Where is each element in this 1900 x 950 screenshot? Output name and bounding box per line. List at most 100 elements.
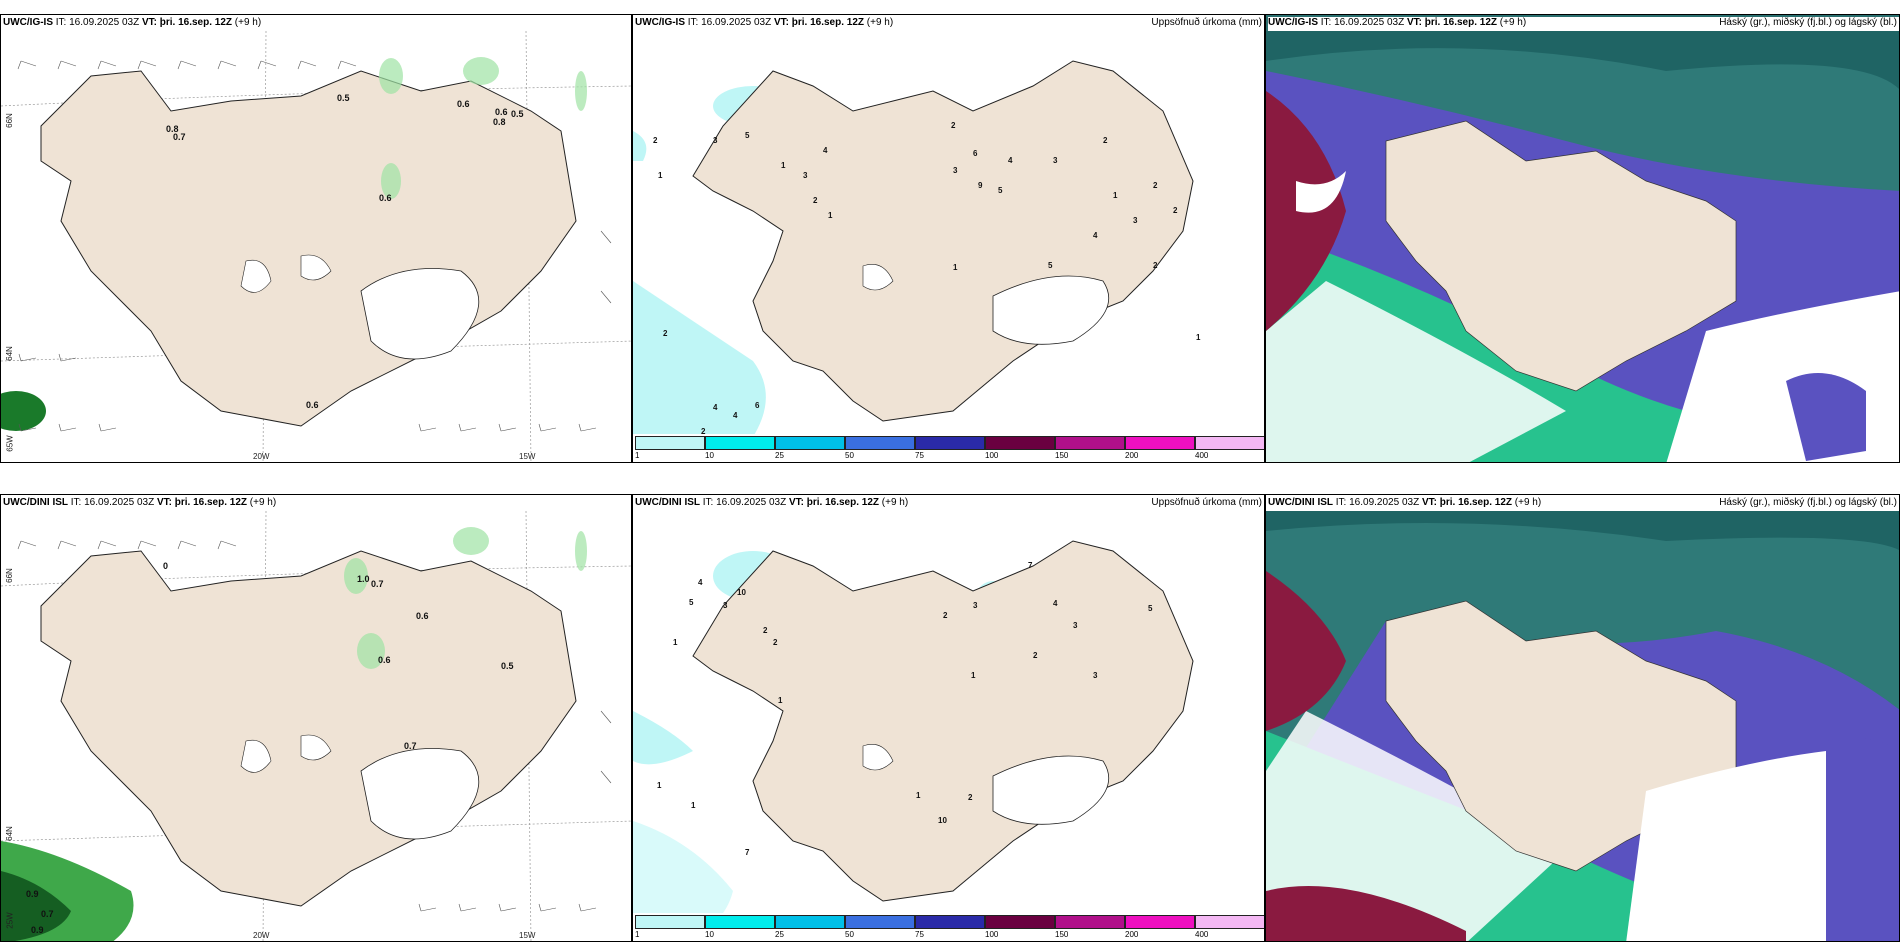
- precip-value: 4: [698, 578, 703, 587]
- precip-value: 1: [781, 161, 786, 170]
- precip-value: 10: [737, 588, 746, 597]
- wind-label: 0.6: [306, 400, 319, 410]
- precip-value: 2: [1153, 181, 1158, 190]
- precip-value: 1: [971, 671, 976, 680]
- precip-value: 2: [1033, 651, 1038, 660]
- precip-value: 2: [1153, 261, 1158, 270]
- lat-label: 66N: [4, 568, 14, 583]
- precip-value: 3: [1053, 156, 1058, 165]
- precip-value: 7: [745, 848, 750, 857]
- panel-header: UWC/DINI ISL IT: 16.09.2025 03Z VT: þri.…: [3, 497, 277, 508]
- wind-label: 0.7: [41, 909, 54, 919]
- valid-time: þri. 16.sep. 12Z: [174, 497, 248, 508]
- wind-label: 0.6: [495, 107, 508, 117]
- wind-label: 0.7: [173, 132, 186, 142]
- precip-value: 2: [813, 196, 818, 205]
- lat-label: 64N: [4, 826, 14, 841]
- precip-value: 5: [689, 598, 694, 607]
- precip-value: 1: [916, 791, 921, 800]
- colorbar-segment: [775, 436, 845, 450]
- precip-value: 3: [713, 136, 718, 145]
- colorbar-segment: [1055, 436, 1125, 450]
- precip-value: 3: [1093, 671, 1098, 680]
- panel-header: UWC/IG-IS IT: 16.09.2025 03Z VT: þri. 16…: [3, 17, 262, 28]
- precip-map[interactable]: 1 4 5 10 3 2 2 7 3 2 4 3 5 1 2 3 1 10 1 …: [633, 511, 1264, 941]
- precip-value: 6: [755, 401, 760, 410]
- colorbar-tick-label: 150: [1055, 930, 1069, 939]
- precip-value: 2: [773, 638, 778, 647]
- precip-value: 3: [953, 166, 958, 175]
- precip-value: 2: [951, 121, 956, 130]
- precip-value: 3: [973, 601, 978, 610]
- wind-map[interactable]: 0 1.0 0.7 0.6 0.6 0.5 0.7 0.9 0.7 0.9 66…: [1, 510, 631, 941]
- init-time: 16.09.2025 03Z: [84, 497, 155, 508]
- precip-value: 10: [938, 816, 947, 825]
- cloud-map[interactable]: [1266, 31, 1899, 462]
- precip-panel-bottom: UWC/DINI ISL IT: 16.09.2025 03Z VT: þri.…: [632, 494, 1265, 942]
- precip-value: 1: [1113, 191, 1118, 200]
- wind-label: 1.0: [357, 574, 370, 584]
- colorbar-tick-label: 1: [635, 451, 640, 460]
- colorbar-segment: [915, 436, 985, 450]
- colorbar-tick-label: 25: [775, 451, 784, 460]
- lead-time: (+9 h): [249, 497, 277, 508]
- precip-value: 1: [657, 781, 662, 790]
- wind-label: 0.6: [416, 611, 429, 621]
- wind-label: 0.5: [337, 93, 350, 103]
- precip-value: 1: [778, 696, 783, 705]
- precip-value: 3: [1133, 216, 1138, 225]
- colorbar-tick-label: 1: [635, 930, 640, 939]
- lon-label: 15W: [519, 931, 536, 940]
- colorbar-tick-label: 10: [705, 451, 714, 460]
- colorbar-segment: [985, 436, 1055, 450]
- precip-title: Uppsöfnuð úrkoma (mm): [1151, 17, 1262, 28]
- cloud-panel-top: UWC/IG-IS IT: 16.09.2025 03Z VT: þri. 16…: [1265, 14, 1900, 463]
- wind-label: 0.5: [511, 109, 524, 119]
- colorbar-segment: [635, 915, 705, 929]
- lat-label: 64N: [4, 346, 14, 361]
- panel-header: UWC/IG-IS IT: 16.09.2025 03Z VT: þri. 16…: [635, 17, 894, 28]
- wind-label: 0.5: [501, 661, 514, 671]
- colorbar-tick-label: 50: [845, 930, 854, 939]
- precip-value: 4: [733, 411, 738, 420]
- precip-value: 4: [713, 403, 718, 412]
- init-time: 16.09.2025 03Z: [69, 17, 140, 28]
- precip-value: 4: [1053, 599, 1058, 608]
- precip-value: 2: [943, 611, 948, 620]
- cloud-map[interactable]: [1266, 511, 1899, 941]
- wind-label: 0.8: [493, 117, 506, 127]
- colorbar-tick-label: 400: [1195, 451, 1209, 460]
- wind-label: 0.7: [371, 579, 384, 589]
- colorbar-tick-label: 75: [915, 930, 924, 939]
- colorbar-segment: [1195, 436, 1264, 450]
- precip-value: 3: [803, 171, 808, 180]
- colorbar-segment: [1125, 915, 1195, 929]
- colorbar-tick-label: 100: [985, 451, 999, 460]
- precip-value: 4: [823, 146, 828, 155]
- precip-value: 3: [723, 601, 728, 610]
- precip-colorbar: 1 10 25 50 75 100 150 200 400: [633, 434, 1264, 462]
- wind-label: 0.6: [379, 193, 392, 203]
- precip-title: Uppsöfnuð úrkoma (mm): [1151, 497, 1262, 508]
- cloud-title: Háský (gr.), miðský (fj.bl.) og lágský (…: [1719, 497, 1897, 508]
- colorbar-tick-label: 25: [775, 930, 784, 939]
- precip-panel-top: UWC/IG-IS IT: 16.09.2025 03Z VT: þri. 16…: [632, 14, 1265, 463]
- colorbar-segment: [915, 915, 985, 929]
- model-name: UWC/IG-IS: [635, 17, 685, 28]
- wind-label: 0: [163, 561, 169, 571]
- wind-label: 0.7: [404, 741, 417, 751]
- precip-value: 4: [1093, 231, 1098, 240]
- colorbar-segment: [845, 915, 915, 929]
- colorbar-segment: [705, 915, 775, 929]
- precip-value: 4: [1008, 156, 1013, 165]
- wind-panel-top: UWC/IG-IS IT: 16.09.2025 03Z VT: þri. 16…: [0, 14, 632, 463]
- colorbar-tick-label: 50: [845, 451, 854, 460]
- colorbar-segment: [635, 436, 705, 450]
- colorbar-segment: [1125, 436, 1195, 450]
- precip-value: 1: [691, 801, 696, 810]
- wind-label: 0.6: [378, 655, 391, 665]
- wind-map[interactable]: 0.5 0.8 0.7 0.6 0.6 0.5 0.6 0.6 0.8 66N …: [1, 30, 631, 462]
- precip-value: 7: [1028, 561, 1033, 570]
- colorbar-tick-label: 100: [985, 930, 999, 939]
- precip-map[interactable]: 1 2 3 5 1 2 4 3 1 2 6 3 5 9 4 3 2 1 2 3 …: [633, 31, 1264, 462]
